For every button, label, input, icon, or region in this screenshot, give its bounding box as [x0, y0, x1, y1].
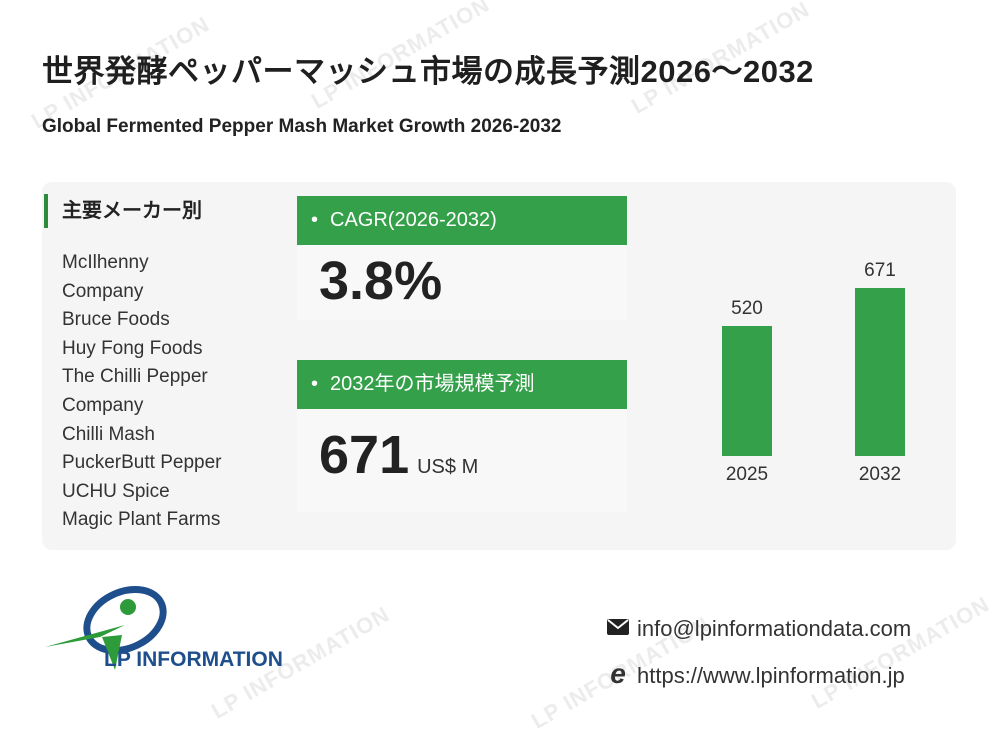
bar: [722, 326, 772, 456]
list-item: Huy Fong Foods: [62, 337, 203, 359]
forecast-row: 671 US$ M: [297, 409, 627, 515]
list-item: Bruce Foods: [62, 309, 170, 331]
bar-value-label: 520: [731, 298, 763, 319]
x-tick-label: 2032: [858, 464, 902, 485]
logo-text: LP INFORMATION: [104, 648, 283, 671]
logo-mark-icon: [45, 586, 167, 670]
cagr-header: • CAGR(2026-2032): [297, 196, 627, 245]
list-item: UCHU Spice: [62, 480, 170, 502]
forecast-value: 671: [319, 425, 410, 485]
forecast-card: • 2032年の市場規模予測 671 US$ M: [297, 360, 627, 512]
page-subtitle: Global Fermented Pepper Mash Market Grow…: [42, 116, 562, 137]
list-item: The Chilli Pepper: [62, 366, 208, 388]
mail-icon: [605, 616, 631, 642]
bar: [855, 288, 905, 456]
forecast-unit: US$ M: [417, 456, 479, 478]
manufacturers-list: McIlhenny Company Bruce Foods Huy Fong F…: [62, 249, 262, 535]
manufacturers-heading: 主要メーカー別: [44, 194, 202, 228]
cagr-label: CAGR(2026-2032): [330, 209, 497, 231]
watermark-text: LP INFORMATION: [806, 591, 994, 714]
forecast-label: 2032年の市場規模予測: [330, 373, 535, 395]
email-contact[interactable]: info@lpinformationdata.com: [605, 616, 911, 642]
forecast-header: • 2032年の市場規模予測: [297, 360, 627, 409]
cagr-card: • CAGR(2026-2032) 3.8%: [297, 196, 627, 320]
list-item: McIlhenny: [62, 252, 149, 273]
bar-value-label: 671: [864, 260, 896, 281]
browser-icon: e: [610, 658, 626, 689]
list-item: PuckerButt Pepper: [62, 452, 222, 474]
email-text: info@lpinformationdata.com: [637, 616, 912, 641]
page-title: 世界発酵ペッパーマッシュ市場の成長予測2026～2032: [42, 54, 814, 89]
x-tick-label: 2025: [725, 464, 769, 485]
logo: LP INFORMATION: [40, 585, 300, 675]
list-item: Magic Plant Farms: [62, 509, 221, 531]
bullet-icon: •: [311, 373, 319, 395]
list-item: Company: [62, 394, 144, 416]
website-contact[interactable]: e https://www.lpinformation.jp: [605, 658, 905, 690]
website-text: https://www.lpinformation.jp: [637, 663, 905, 688]
bullet-icon: •: [311, 209, 319, 231]
cagr-value: 3.8%: [319, 251, 443, 311]
list-item: Company: [62, 280, 144, 302]
list-item: Chilli Mash: [62, 423, 155, 445]
